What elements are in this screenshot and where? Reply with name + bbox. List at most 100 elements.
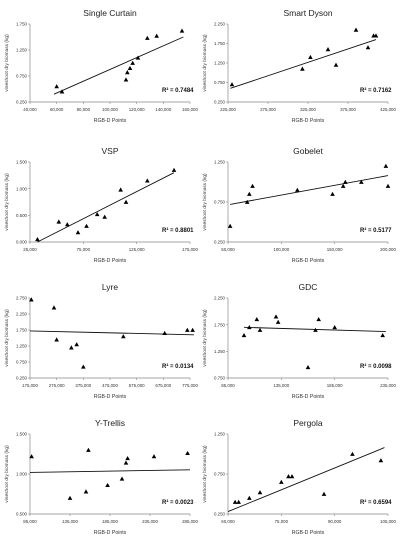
x-tick-label: 85,000	[221, 383, 235, 388]
x-tick-label: 675,000	[155, 383, 171, 388]
chart-title: GDC	[299, 282, 318, 292]
r-squared-label: R² = 0.0134	[162, 363, 194, 370]
data-point	[232, 499, 238, 504]
x-tick-label: 75,000	[77, 247, 91, 252]
data-point	[127, 65, 133, 71]
y-axis-label: vineshoot dry biomass (kg)	[202, 309, 208, 367]
y-tick-label: 0.500	[16, 213, 28, 218]
data-point	[373, 33, 379, 38]
x-tick-label: 120,000	[129, 107, 145, 112]
trendline	[230, 175, 389, 205]
x-tick-label: 75,000	[275, 519, 289, 524]
data-point	[340, 183, 346, 188]
x-tick-label: 225,000	[220, 107, 236, 112]
data-point	[123, 460, 129, 465]
data-point	[86, 447, 91, 452]
y-tick-label: 0.250	[16, 100, 28, 105]
x-tick-label: 150,000	[327, 247, 343, 252]
data-point	[257, 327, 263, 332]
data-point	[125, 70, 130, 75]
data-point	[236, 499, 241, 504]
y-tick-label: 0.750	[16, 360, 28, 365]
y-tick-label: 1.750	[16, 328, 28, 333]
y-axis-label: vineshoot dry biomass (kg)	[202, 445, 208, 503]
data-point	[69, 345, 74, 350]
x-tick-label: 235,000	[142, 519, 158, 524]
data-point	[359, 179, 364, 184]
y-tick-label: 1.250	[214, 432, 226, 437]
x-axis-label: RGB-D Points	[94, 394, 127, 400]
data-point	[145, 35, 150, 40]
data-point	[83, 489, 89, 494]
data-point	[316, 317, 321, 322]
x-tick-label: 80,000	[77, 107, 91, 112]
chart-title: Pergola	[293, 418, 323, 428]
data-point	[343, 179, 348, 184]
x-tick-label: 100,000	[273, 247, 289, 252]
y-tick-label: 2.250	[16, 312, 28, 317]
x-axis-label: RGB-D Points	[292, 258, 325, 264]
y-tick-label: 0.750	[214, 200, 226, 205]
y-tick-label: 0.500	[16, 512, 28, 517]
data-point	[286, 474, 291, 479]
data-point	[130, 60, 135, 65]
x-tick-label: 90,000	[328, 519, 342, 524]
x-axis-label: RGB-D Points	[94, 530, 127, 536]
data-point	[51, 305, 57, 310]
r-squared-label: R² = 0.0098	[360, 363, 392, 370]
data-point	[135, 55, 141, 60]
y-tick-label: 2.750	[16, 296, 28, 301]
data-point	[56, 219, 62, 224]
x-tick-label: 425,000	[380, 107, 396, 112]
x-tick-label: 125,000	[129, 247, 145, 252]
x-tick-label: 285,000	[182, 519, 198, 524]
data-point	[75, 230, 81, 235]
data-point	[123, 199, 129, 204]
x-tick-label: 475,000	[102, 383, 118, 388]
y-tick-label: 0.250	[214, 100, 226, 105]
y-tick-label: 1.250	[214, 61, 226, 66]
chart-title: Lyre	[102, 282, 118, 292]
data-point	[121, 334, 126, 339]
data-point	[279, 479, 284, 484]
data-point	[154, 33, 159, 38]
y-tick-label: 1.250	[214, 349, 226, 354]
r-squared-label: R² = 0.7162	[360, 87, 392, 94]
data-point	[257, 490, 263, 495]
y-tick-label: 0.750	[214, 472, 226, 477]
chart-title: VSP	[101, 146, 118, 156]
data-point	[54, 84, 59, 89]
data-point	[125, 456, 130, 461]
chart-title: Smart Dyson	[283, 8, 332, 18]
data-point	[321, 491, 327, 496]
data-point	[151, 454, 157, 459]
x-axis-label: RGB-D Points	[94, 258, 127, 264]
y-tick-label: 0.250	[214, 240, 226, 245]
data-point	[308, 54, 313, 59]
data-point	[380, 333, 385, 338]
data-point	[81, 364, 86, 369]
data-point	[179, 28, 185, 33]
x-tick-label: 325,000	[300, 107, 316, 112]
x-tick-label: 185,000	[327, 383, 343, 388]
data-point	[190, 327, 195, 332]
y-axis-label: vineshoot dry biomass (kg)	[4, 34, 10, 92]
data-point	[333, 62, 339, 67]
data-point	[119, 476, 125, 481]
x-axis-label: RGB-D Points	[292, 530, 325, 536]
y-axis-label: vineshoot dry biomass (kg)	[4, 445, 10, 503]
data-point	[229, 82, 235, 87]
y-axis-label: vineshoot dry biomass (kg)	[202, 173, 208, 231]
data-point	[35, 237, 40, 242]
y-tick-label: 1.250	[214, 160, 226, 165]
data-point	[300, 66, 305, 71]
y-tick-label: 0.750	[214, 376, 226, 381]
y-tick-label: 1.250	[16, 344, 28, 349]
trendline	[29, 469, 191, 473]
data-point	[65, 222, 70, 227]
x-tick-label: 375,000	[75, 383, 91, 388]
y-axis-label: vineshoot dry biomass (kg)	[202, 34, 208, 92]
trendline	[53, 36, 184, 95]
